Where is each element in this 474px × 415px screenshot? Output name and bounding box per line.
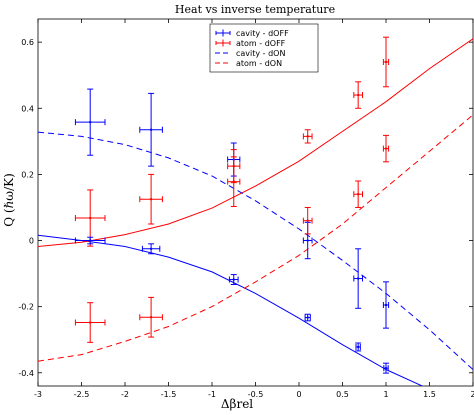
y-tick-label: -0.2: [18, 303, 34, 312]
data-point-atom-don: [139, 296, 163, 338]
data-marker: [356, 277, 360, 280]
legend-label: atom - dON: [236, 59, 282, 68]
data-point-cavity-doff: [353, 248, 364, 309]
x-axis-label-main: Δβrel: [221, 397, 253, 411]
data-marker: [356, 93, 360, 97]
data-point-cavity-doff: [382, 281, 390, 329]
x-axis-label: Δβrel: [221, 397, 253, 411]
y-axis-label: Q (ℏω/K): [2, 173, 16, 227]
data-point-atom-don: [382, 36, 390, 88]
legend-entry-atom-doff: [215, 39, 231, 47]
data-point-cavity-don: [304, 313, 311, 322]
x-tick-label: -1.5: [161, 390, 177, 399]
data-point-atom-don: [227, 156, 241, 207]
data-point-cavity-don: [355, 342, 362, 352]
x-tick-label: 0.5: [336, 390, 349, 399]
x-tick-label: 0: [296, 390, 301, 399]
curve-atom-doff-solid: [38, 38, 473, 247]
curve-atom-don-dashed: [38, 114, 473, 362]
x-tick-label: 1: [383, 390, 388, 399]
data-marker: [384, 366, 388, 370]
data-marker: [89, 216, 92, 220]
axis-ticks: -3 -2.5 -2 -1.5 -1 -0.5 0 0.5 1 1.5 2 -0.4 -0.2 0 0.2 0…: [18, 19, 474, 399]
y-tick-label: 0.6: [21, 38, 34, 47]
y-tick-label: 0.4: [21, 104, 34, 113]
data-marker: [149, 128, 153, 131]
data-marker: [89, 120, 92, 124]
x-tick-label: -3: [34, 390, 42, 399]
x-tick-label: -2.5: [74, 390, 90, 399]
data-marker: [149, 197, 153, 201]
data-marker: [384, 147, 388, 150]
data-point-cavity-doff: [74, 88, 106, 156]
data-marker: [306, 135, 309, 138]
data-point-cavity-don: [74, 236, 106, 245]
legend-label: cavity - dOFF: [236, 29, 289, 38]
data-marker: [356, 193, 360, 196]
data-point-atom-don: [353, 81, 364, 109]
data-point-atom-doff: [353, 180, 364, 208]
y-tick-label: 0: [29, 237, 34, 246]
data-point-atom-don: [302, 129, 313, 144]
data-point-cavity-don: [228, 274, 239, 285]
data-marker: [384, 303, 388, 307]
x-tick-label: -2: [121, 390, 129, 399]
data-point-cavity-don: [383, 362, 389, 374]
curve-cavity-don-dashed: [38, 131, 473, 370]
data-marker: [232, 180, 235, 183]
data-point-cavity-doff: [139, 92, 163, 167]
y-tick-label: -0.4: [18, 369, 34, 378]
plot-area: [37, 18, 474, 387]
x-tick-label: -0.5: [248, 390, 264, 399]
plot-frame: [37, 18, 474, 387]
chart-title: Heat vs inverse temperature: [175, 3, 335, 16]
data-point-atom-doff: [302, 206, 313, 235]
data-marker: [149, 247, 153, 250]
data-marker: [89, 239, 92, 242]
data-point-atom-doff: [139, 173, 163, 225]
data-point-cavity-don: [141, 243, 161, 255]
data-marker: [356, 345, 360, 349]
legend-label: atom - dOFF: [236, 39, 286, 48]
data-marker: [89, 321, 92, 324]
x-tick-label: -1: [208, 390, 216, 399]
x-tick-label: 1.5: [423, 390, 436, 399]
data-marker: [306, 316, 309, 319]
data-point-atom-doff: [382, 134, 390, 163]
y-tick-label: 0.2: [21, 170, 34, 179]
data-marker: [384, 60, 388, 64]
x-tick-label: 2: [470, 390, 474, 399]
data-marker: [306, 239, 309, 242]
data-marker: [149, 316, 153, 319]
legend-entry-cavity-doff: [215, 29, 231, 37]
data-point-atom-don: [74, 302, 106, 343]
data-marker: [232, 278, 235, 281]
legend-box: [209, 23, 319, 73]
data-marker: [306, 219, 309, 222]
legend-label: cavity - dON: [236, 49, 285, 58]
